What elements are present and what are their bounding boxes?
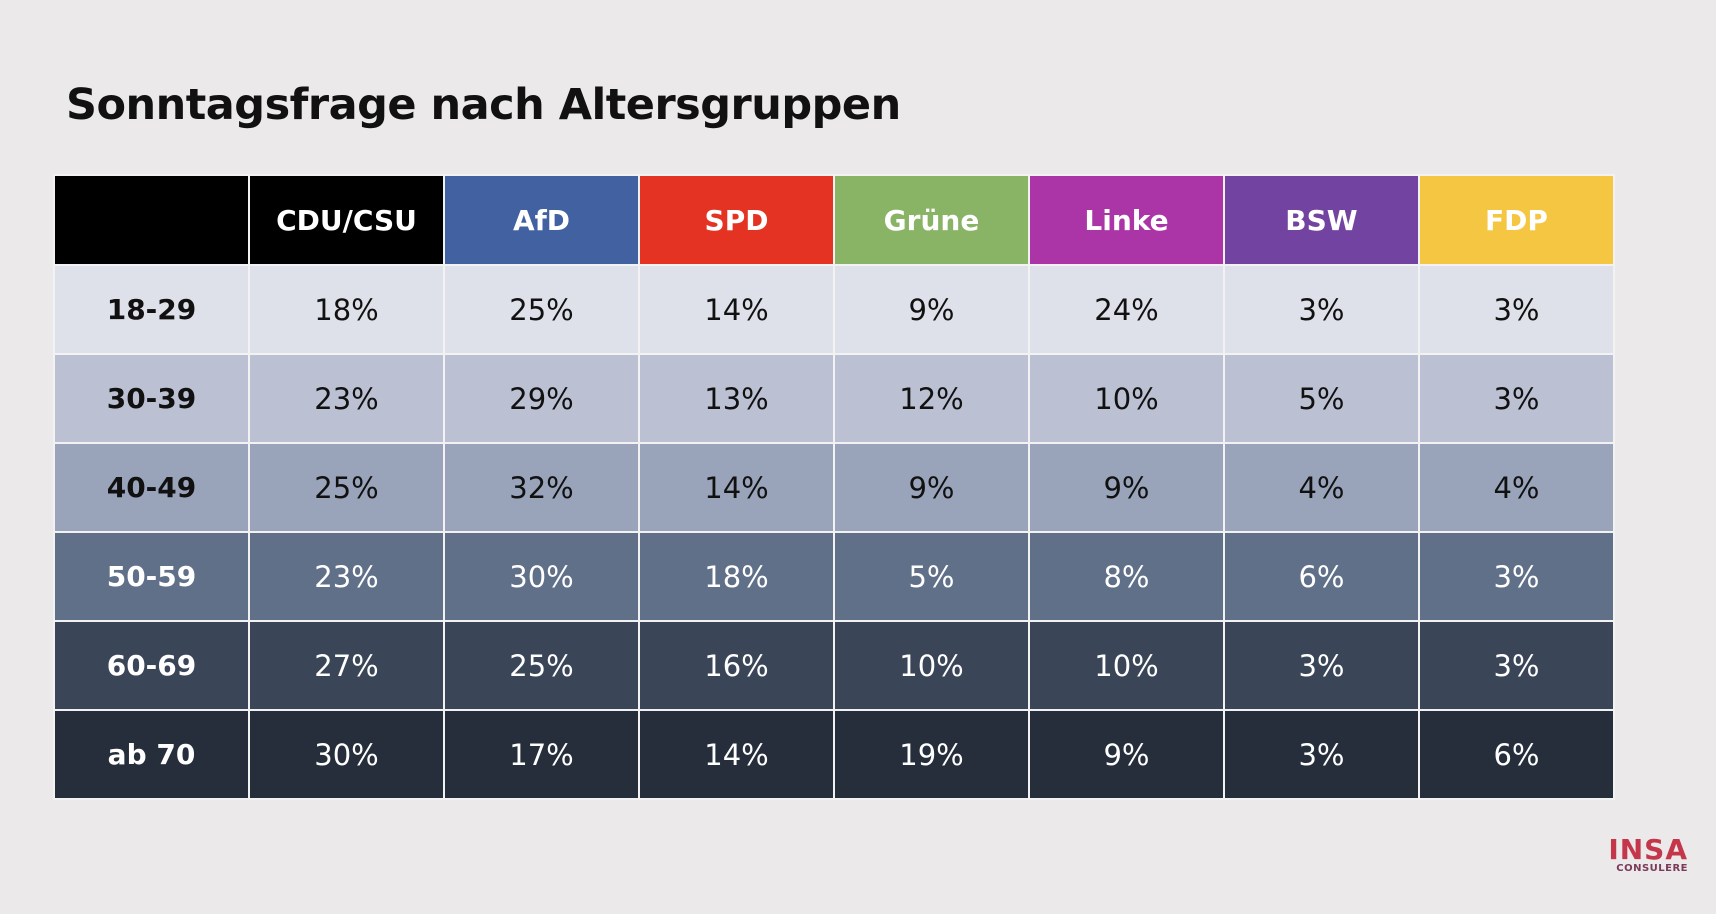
column-header: BSW bbox=[1223, 174, 1420, 266]
age-group-label: 18-29 bbox=[53, 264, 250, 355]
value-cell: 8% bbox=[1028, 531, 1225, 622]
value-cell: 3% bbox=[1223, 709, 1420, 800]
table-row: 60-69 27% 25% 16% 10% 10% 3% 3% bbox=[53, 620, 1615, 711]
value-cell: 14% bbox=[638, 264, 835, 355]
logo-sub: CONSULERE bbox=[1616, 863, 1688, 874]
value-cell: 4% bbox=[1418, 442, 1615, 533]
table-row: 30-39 23% 29% 13% 12% 10% 5% 3% bbox=[53, 353, 1615, 444]
value-cell: 30% bbox=[248, 709, 445, 800]
column-header: CDU/CSU bbox=[248, 174, 445, 266]
age-group-label: 40-49 bbox=[53, 442, 250, 533]
column-header: Linke bbox=[1028, 174, 1225, 266]
value-cell: 32% bbox=[443, 442, 640, 533]
age-group-label: 50-59 bbox=[53, 531, 250, 622]
value-cell: 13% bbox=[638, 353, 835, 444]
header-row: CDU/CSU AfD SPD Grüne Linke BSW FDP bbox=[53, 174, 1615, 266]
age-group-label: 60-69 bbox=[53, 620, 250, 711]
column-header: FDP bbox=[1418, 174, 1615, 266]
poll-table: CDU/CSU AfD SPD Grüne Linke BSW FDP 18-29 18% 25… bbox=[53, 174, 1615, 800]
table-row: 50-59 23% 30% 18% 5% 8% 6% 3% bbox=[53, 531, 1615, 622]
column-header: AfD bbox=[443, 174, 640, 266]
value-cell: 23% bbox=[248, 531, 445, 622]
value-cell: 6% bbox=[1418, 709, 1615, 800]
value-cell: 18% bbox=[638, 531, 835, 622]
corner-cell bbox=[53, 174, 250, 266]
value-cell: 5% bbox=[833, 531, 1030, 622]
age-group-label: ab 70 bbox=[53, 709, 250, 800]
value-cell: 25% bbox=[248, 442, 445, 533]
value-cell: 9% bbox=[1028, 442, 1225, 533]
value-cell: 12% bbox=[833, 353, 1030, 444]
value-cell: 17% bbox=[443, 709, 640, 800]
value-cell: 25% bbox=[443, 620, 640, 711]
age-group-label: 30-39 bbox=[53, 353, 250, 444]
value-cell: 3% bbox=[1223, 620, 1420, 711]
value-cell: 9% bbox=[833, 442, 1030, 533]
value-cell: 9% bbox=[1028, 709, 1225, 800]
value-cell: 9% bbox=[833, 264, 1030, 355]
chart-title: Sonntagsfrage nach Altersgruppen bbox=[66, 80, 901, 130]
value-cell: 24% bbox=[1028, 264, 1225, 355]
value-cell: 6% bbox=[1223, 531, 1420, 622]
value-cell: 30% bbox=[443, 531, 640, 622]
table-row: ab 70 30% 17% 14% 19% 9% 3% 6% bbox=[53, 709, 1615, 800]
value-cell: 14% bbox=[638, 709, 835, 800]
value-cell: 3% bbox=[1223, 264, 1420, 355]
column-header: Grüne bbox=[833, 174, 1030, 266]
value-cell: 10% bbox=[1028, 353, 1225, 444]
value-cell: 3% bbox=[1418, 531, 1615, 622]
value-cell: 29% bbox=[443, 353, 640, 444]
insa-logo: INSA CONSULERE bbox=[1608, 836, 1688, 874]
value-cell: 18% bbox=[248, 264, 445, 355]
value-cell: 10% bbox=[1028, 620, 1225, 711]
logo-main: INSA bbox=[1608, 833, 1688, 866]
value-cell: 16% bbox=[638, 620, 835, 711]
value-cell: 3% bbox=[1418, 264, 1615, 355]
value-cell: 3% bbox=[1418, 620, 1615, 711]
value-cell: 27% bbox=[248, 620, 445, 711]
table-body: 18-29 18% 25% 14% 9% 24% 3% 3% 30-39 23% 29% 13% 12%… bbox=[53, 264, 1615, 800]
value-cell: 25% bbox=[443, 264, 640, 355]
value-cell: 14% bbox=[638, 442, 835, 533]
table-row: 18-29 18% 25% 14% 9% 24% 3% 3% bbox=[53, 264, 1615, 355]
value-cell: 23% bbox=[248, 353, 445, 444]
column-header: SPD bbox=[638, 174, 835, 266]
value-cell: 4% bbox=[1223, 442, 1420, 533]
value-cell: 5% bbox=[1223, 353, 1420, 444]
value-cell: 10% bbox=[833, 620, 1030, 711]
value-cell: 19% bbox=[833, 709, 1030, 800]
value-cell: 3% bbox=[1418, 353, 1615, 444]
table-row: 40-49 25% 32% 14% 9% 9% 4% 4% bbox=[53, 442, 1615, 533]
